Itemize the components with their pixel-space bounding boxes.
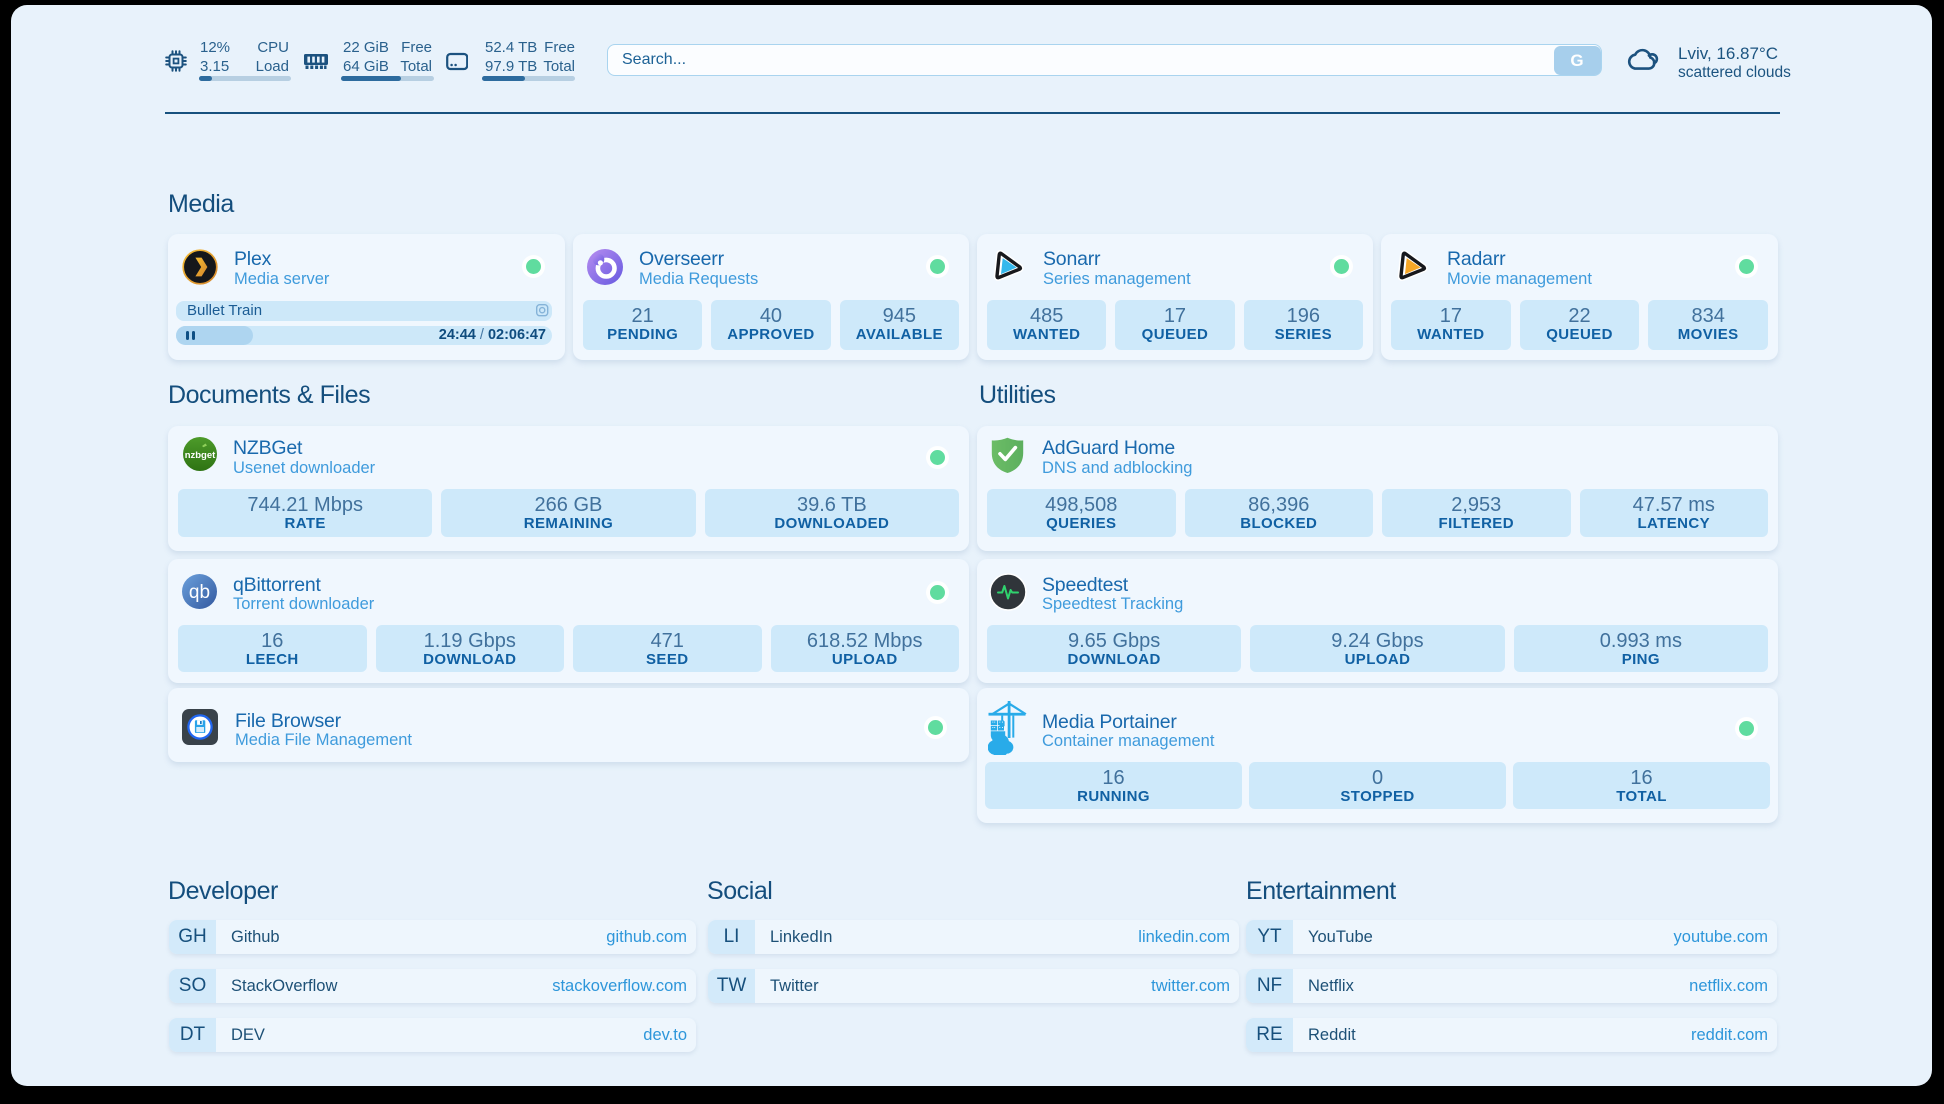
svg-text:qb: qb (189, 582, 210, 603)
svg-text:nzbget: nzbget (185, 450, 216, 461)
